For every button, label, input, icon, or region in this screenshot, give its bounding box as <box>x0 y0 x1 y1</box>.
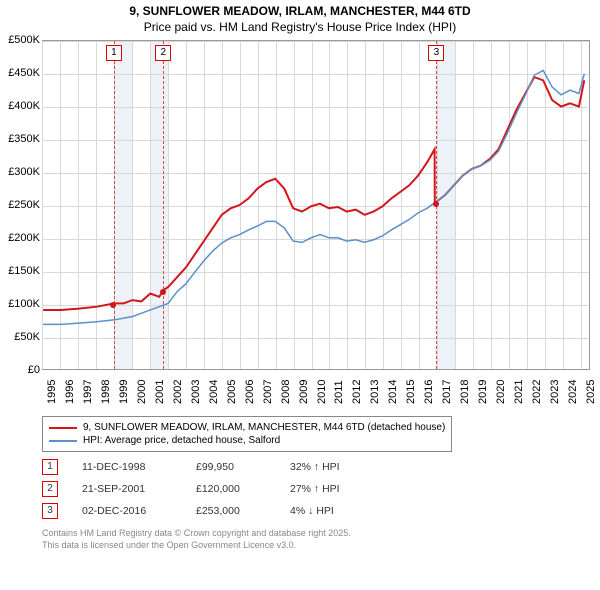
sale-dot <box>110 302 116 308</box>
x-axis-label: 2013 <box>369 380 381 404</box>
x-axis-label: 1995 <box>46 380 58 404</box>
series-line <box>43 77 584 310</box>
sale-pct-vs-hpi: 27% ↑ HPI <box>290 483 380 495</box>
sale-row: 1 11-DEC-1998 £99,950 32% ↑ HPI <box>42 456 590 478</box>
sale-pct-vs-hpi: 32% ↑ HPI <box>290 461 380 473</box>
x-axis-label: 2012 <box>351 380 363 404</box>
x-axis-label: 1998 <box>100 380 112 404</box>
sale-number-box: 3 <box>42 503 58 519</box>
x-axis-label: 2009 <box>298 380 310 404</box>
x-axis-label: 2003 <box>190 380 202 404</box>
x-axis-label: 2024 <box>567 380 579 404</box>
x-axis-label: 2004 <box>208 380 220 404</box>
x-axis-label: 2010 <box>316 380 328 404</box>
x-axis-label: 2008 <box>280 380 292 404</box>
legend-item: 9, SUNFLOWER MEADOW, IRLAM, MANCHESTER, … <box>49 421 445 434</box>
chart-lines-svg <box>42 41 589 369</box>
x-axis-label: 2018 <box>459 380 471 404</box>
x-axis-label: 2015 <box>405 380 417 404</box>
legend-swatch <box>49 440 77 442</box>
series-line <box>43 71 584 325</box>
x-axis-label: 2022 <box>531 380 543 404</box>
x-axis-label: 2005 <box>226 380 238 404</box>
sales-table: 1 11-DEC-1998 £99,950 32% ↑ HPI 2 21-SEP-2001… <box>42 456 590 522</box>
sale-row: 3 02-DEC-2016 £253,000 4% ↓ HPI <box>42 500 590 522</box>
sale-date: 21-SEP-2001 <box>82 483 172 495</box>
chart-subtitle: Price paid vs. HM Land Registry's House … <box>0 20 600 40</box>
x-axis-label: 1999 <box>118 380 130 404</box>
sale-dot <box>160 289 166 295</box>
y-axis-label: £500K <box>0 34 40 46</box>
sale-marker-box: 2 <box>155 45 171 61</box>
x-axis-label: 2019 <box>477 380 489 404</box>
legend-label: 9, SUNFLOWER MEADOW, IRLAM, MANCHESTER, … <box>83 422 445 433</box>
x-axis-label: 2001 <box>154 380 166 404</box>
sale-price: £253,000 <box>196 505 266 517</box>
x-axis-label: 2011 <box>333 380 345 404</box>
sale-marker-line <box>114 41 115 369</box>
sale-date: 11-DEC-1998 <box>82 461 172 473</box>
x-axis-label: 2017 <box>441 380 453 404</box>
y-axis-label: £450K <box>0 67 40 79</box>
sale-number-box: 1 <box>42 459 58 475</box>
plot-region: 1 2 3 <box>42 40 590 370</box>
sale-row: 2 21-SEP-2001 £120,000 27% ↑ HPI <box>42 478 590 500</box>
x-axis-label: 2014 <box>387 380 399 404</box>
y-axis-label: £300K <box>0 166 40 178</box>
legend-label: HPI: Average price, detached house, Salf… <box>83 435 280 446</box>
y-axis-label: £250K <box>0 199 40 211</box>
x-axis-label: 2023 <box>549 380 561 404</box>
x-axis-label: 2000 <box>136 380 148 404</box>
sale-dot <box>433 201 439 207</box>
chart-container: 9, SUNFLOWER MEADOW, IRLAM, MANCHESTER, … <box>0 0 600 551</box>
x-axis-label: 1997 <box>82 380 94 404</box>
x-axis-label: 2020 <box>495 380 507 404</box>
y-axis-label: £200K <box>0 232 40 244</box>
x-axis-label: 2021 <box>513 380 525 404</box>
y-axis-label: £400K <box>0 100 40 112</box>
legend: 9, SUNFLOWER MEADOW, IRLAM, MANCHESTER, … <box>42 416 452 452</box>
footer-line2: This data is licensed under the Open Gov… <box>42 540 590 552</box>
x-axis-label: 1996 <box>64 380 76 404</box>
y-axis-label: £0 <box>0 364 40 376</box>
sale-marker-line <box>163 41 164 369</box>
x-axis-label: 2006 <box>244 380 256 404</box>
sale-price: £99,950 <box>196 461 266 473</box>
legend-swatch <box>49 427 77 429</box>
y-axis-label: £150K <box>0 265 40 277</box>
y-axis-label: £350K <box>0 133 40 145</box>
y-axis-label: £100K <box>0 298 40 310</box>
x-axis-label: 2002 <box>172 380 184 404</box>
legend-item: HPI: Average price, detached house, Salf… <box>49 434 445 447</box>
sale-date: 02-DEC-2016 <box>82 505 172 517</box>
y-axis-label: £50K <box>0 331 40 343</box>
sale-marker-box: 1 <box>106 45 122 61</box>
sale-price: £120,000 <box>196 483 266 495</box>
x-axis-label: 2007 <box>262 380 274 404</box>
x-axis-label: 2025 <box>585 380 597 404</box>
chart-area: 1 2 3 £0 £50K £100K £150K £200K £250K £300K £350K… <box>0 40 600 410</box>
sale-pct-vs-hpi: 4% ↓ HPI <box>290 505 380 517</box>
chart-title: 9, SUNFLOWER MEADOW, IRLAM, MANCHESTER, … <box>0 0 600 20</box>
footer-line1: Contains HM Land Registry data © Crown c… <box>42 528 590 540</box>
sale-number-box: 2 <box>42 481 58 497</box>
sale-marker-box: 3 <box>428 45 444 61</box>
x-axis-label: 2016 <box>423 380 435 404</box>
footer-attribution: Contains HM Land Registry data © Crown c… <box>42 528 590 551</box>
